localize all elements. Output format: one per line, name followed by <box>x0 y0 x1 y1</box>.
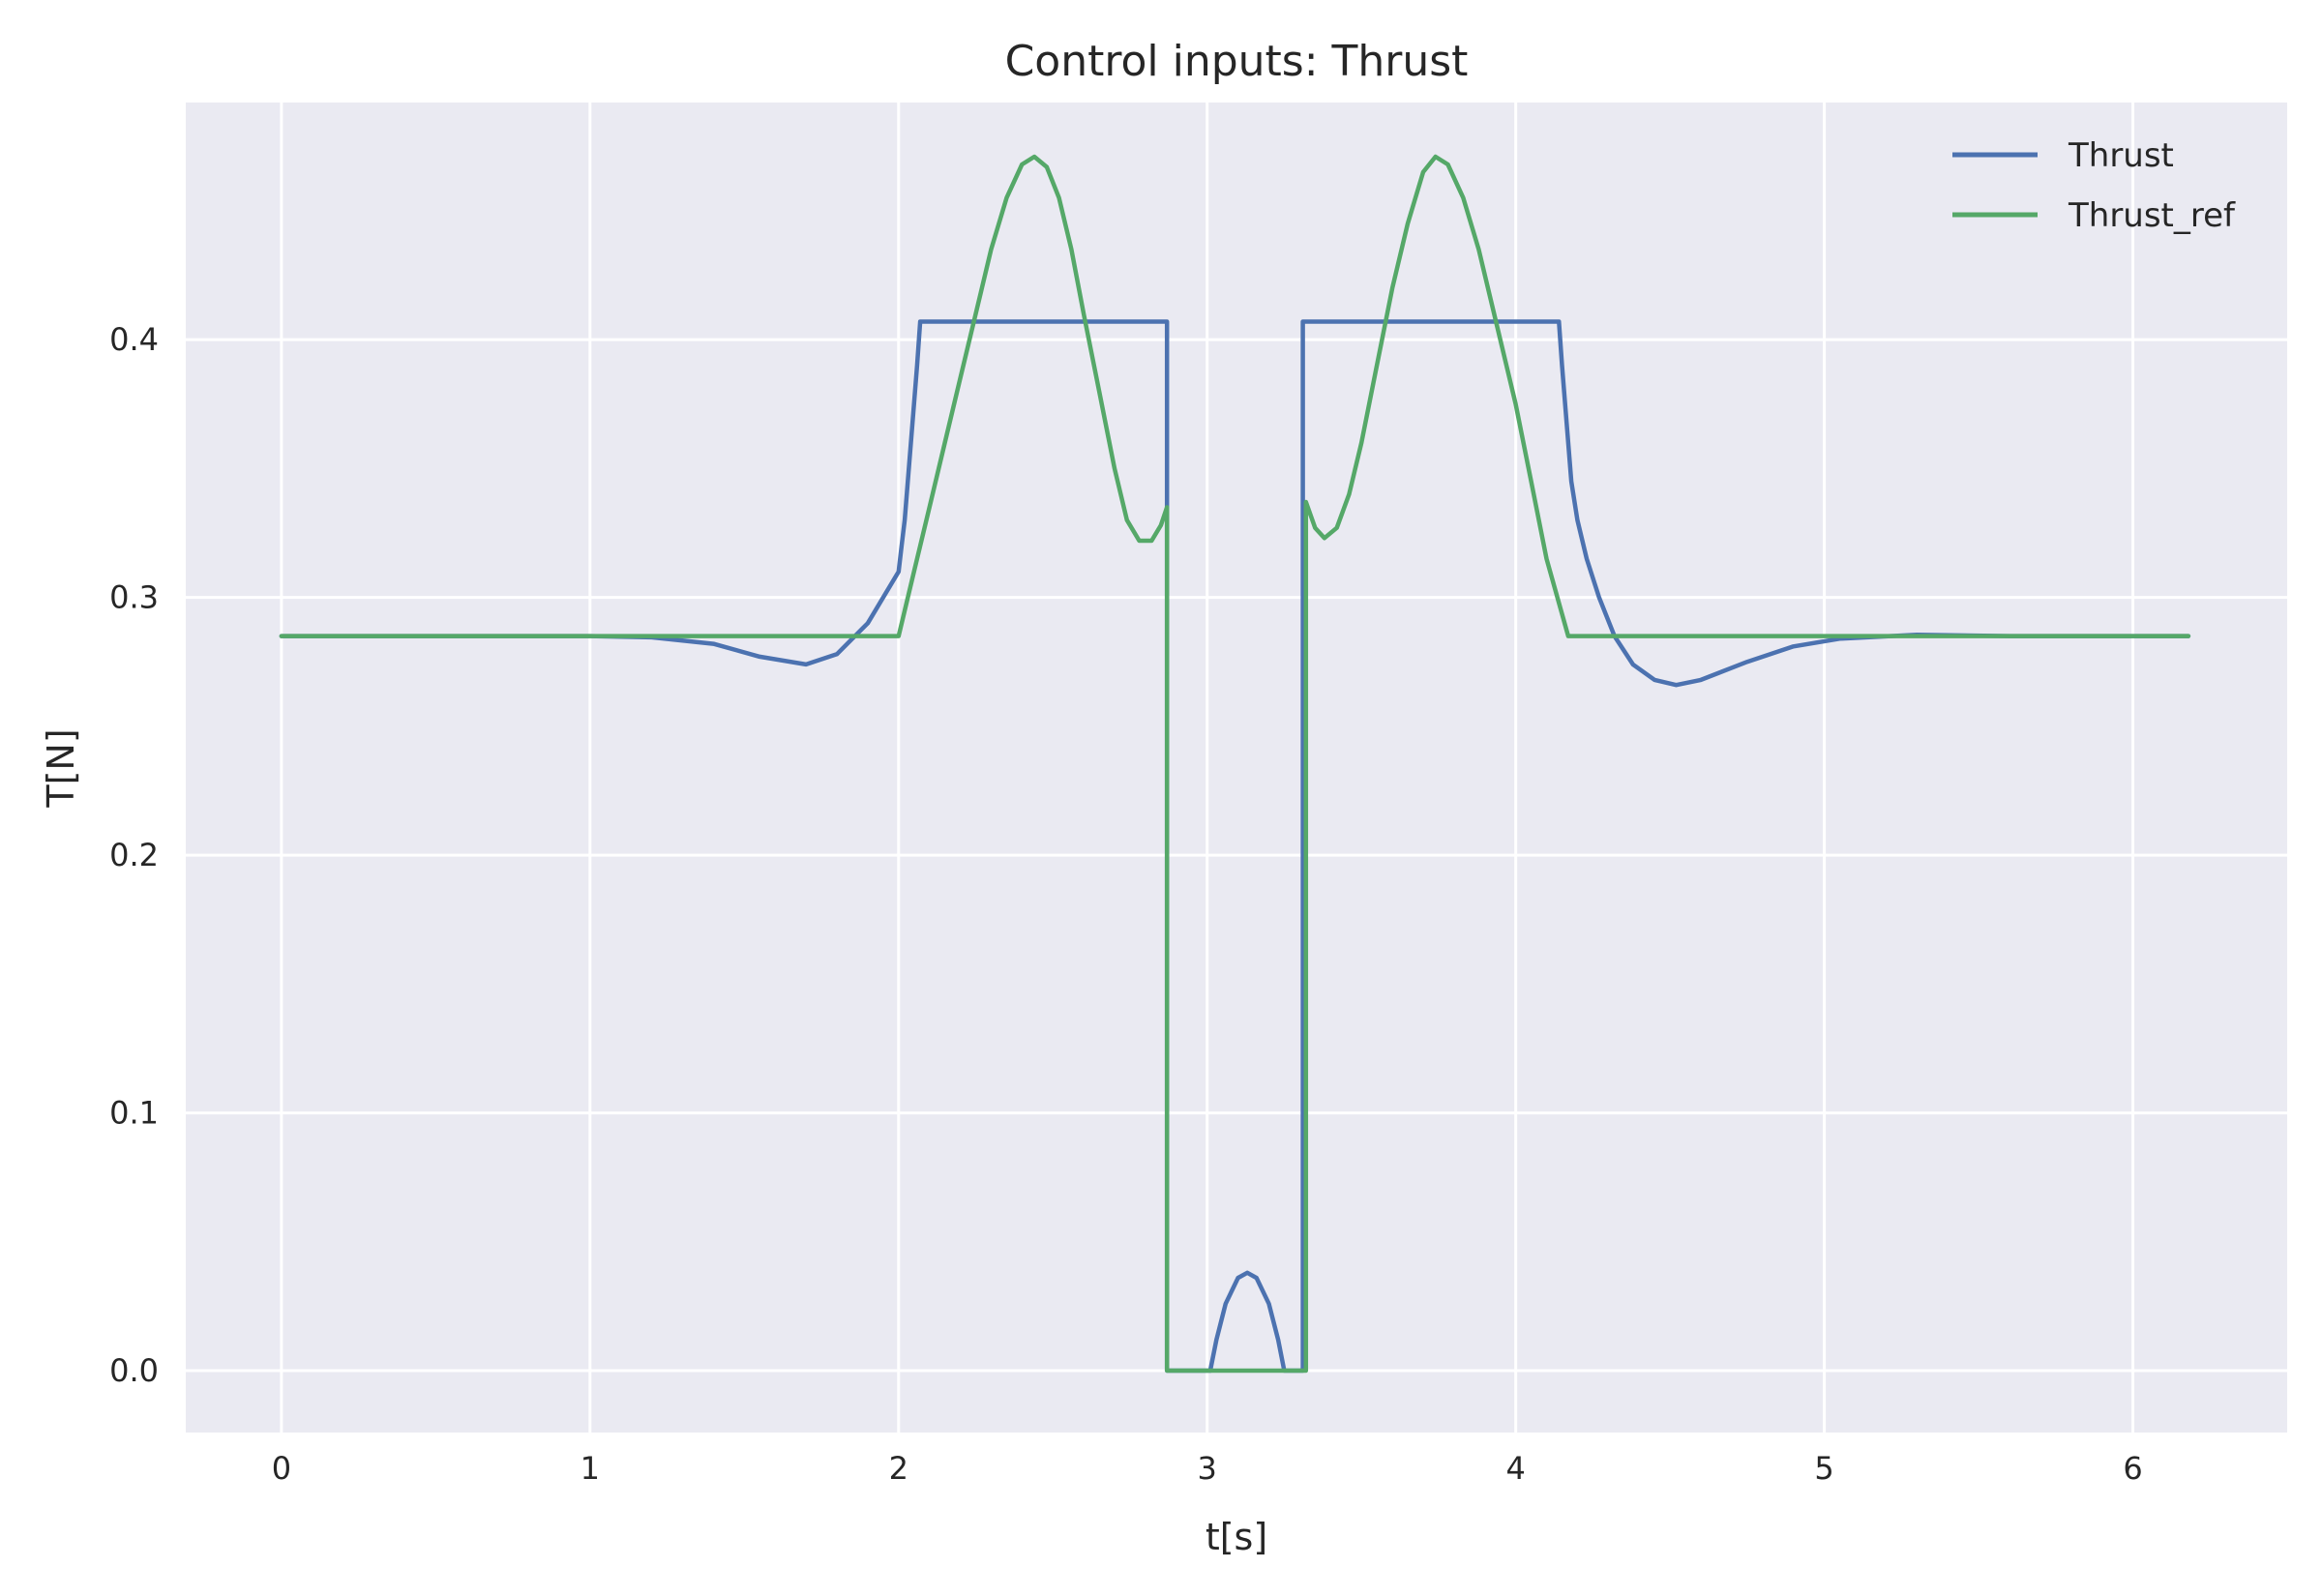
series-line-thrust <box>279 319 2191 1374</box>
x-tick-label: 5 <box>1814 1450 1833 1487</box>
x-tick-label: 1 <box>580 1450 600 1487</box>
y-tick-label: 0.4 <box>109 321 159 358</box>
y-tick-label: 0.3 <box>109 579 159 616</box>
legend: Thrust Thrust_ref <box>1952 136 2236 235</box>
tick-labels: 0 1 2 3 4 5 6 0.0 0.1 0.2 0.3 0.4 <box>109 321 2143 1487</box>
x-axis-label: t[s] <box>1206 1516 1267 1558</box>
x-tick-label: 0 <box>272 1450 291 1487</box>
chart-title: Control inputs: Thrust <box>1005 37 1469 86</box>
y-axis-label: T[N] <box>40 728 82 808</box>
x-tick-label: 4 <box>1505 1450 1525 1487</box>
x-tick-label: 3 <box>1198 1450 1217 1487</box>
y-tick-label: 0.0 <box>109 1352 159 1389</box>
y-tick-label: 0.2 <box>109 837 159 873</box>
x-tick-label: 6 <box>2123 1450 2142 1487</box>
legend-label-thrust: Thrust <box>2068 136 2174 175</box>
data-series <box>279 154 2191 1374</box>
plot-area <box>186 103 2287 1433</box>
x-tick-label: 2 <box>889 1450 908 1487</box>
legend-label-thrust-ref: Thrust_ref <box>2068 196 2236 235</box>
series-line-thrust-ref <box>279 154 2191 1374</box>
y-tick-label: 0.1 <box>109 1095 159 1132</box>
grid-lines <box>186 103 2287 1433</box>
